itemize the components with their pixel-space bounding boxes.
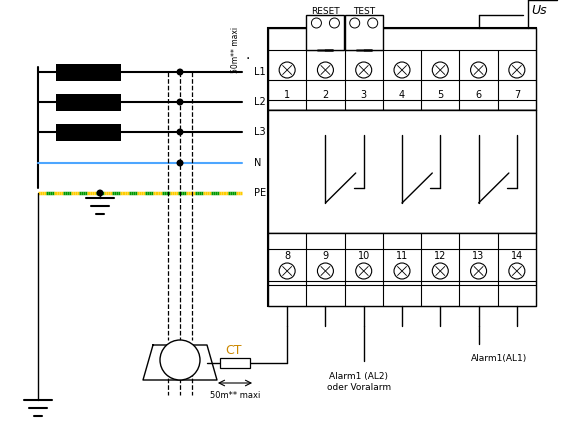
Circle shape [356,263,371,279]
Bar [268,110,536,233]
Bar [56,124,121,141]
Circle shape [432,62,448,78]
Circle shape [318,62,333,78]
Bar [306,15,345,50]
Text: L3: L3 [254,127,266,137]
Text: L2: L2 [254,97,266,107]
Bar [56,94,121,111]
Circle shape [394,263,410,279]
Circle shape [470,62,487,78]
Text: RESET: RESET [311,6,340,15]
Text: Us: Us [532,3,547,17]
Text: 11: 11 [396,251,408,261]
Text: 12: 12 [434,251,446,261]
Text: N: N [254,158,261,168]
Circle shape [356,62,371,78]
Text: 1: 1 [284,90,290,100]
Text: 13: 13 [473,251,484,261]
Circle shape [350,18,360,28]
Text: Alarm1 (AL2): Alarm1 (AL2) [329,371,388,380]
Text: 8: 8 [284,251,290,261]
Bar [220,358,250,368]
Text: 50m** maxi: 50m** maxi [210,391,260,400]
Text: 9: 9 [323,251,329,261]
Bar [268,233,536,306]
Circle shape [176,98,184,106]
Circle shape [176,129,184,135]
Text: 4: 4 [399,90,405,100]
Circle shape [394,62,410,78]
Circle shape [329,18,339,28]
Circle shape [509,62,525,78]
Circle shape [318,263,333,279]
Circle shape [509,263,525,279]
Text: CT: CT [225,343,242,357]
Text: Alarm1(AL1): Alarm1(AL1) [470,354,527,363]
Circle shape [432,263,448,279]
Text: 14: 14 [511,251,523,261]
Bar [268,28,536,110]
Text: PE: PE [254,188,266,198]
Text: 3: 3 [361,90,367,100]
Circle shape [279,263,295,279]
Circle shape [160,340,200,380]
Text: 10: 10 [357,251,370,261]
Circle shape [311,18,321,28]
Text: 50m** maxi: 50m** maxi [230,27,239,73]
Text: .: . [246,48,250,62]
Bar [268,28,536,306]
Text: 5: 5 [437,90,443,100]
Text: oder Voralarm: oder Voralarm [327,383,391,392]
Circle shape [279,62,295,78]
Text: 7: 7 [514,90,520,100]
Text: 6: 6 [475,90,482,100]
Circle shape [176,69,184,75]
Text: 2: 2 [322,90,329,100]
Circle shape [470,263,487,279]
Circle shape [176,159,184,167]
Text: TEST: TEST [352,6,375,15]
Circle shape [97,190,103,196]
Text: L1: L1 [254,67,266,77]
Bar [345,15,383,50]
Bar [56,64,121,81]
Circle shape [368,18,378,28]
